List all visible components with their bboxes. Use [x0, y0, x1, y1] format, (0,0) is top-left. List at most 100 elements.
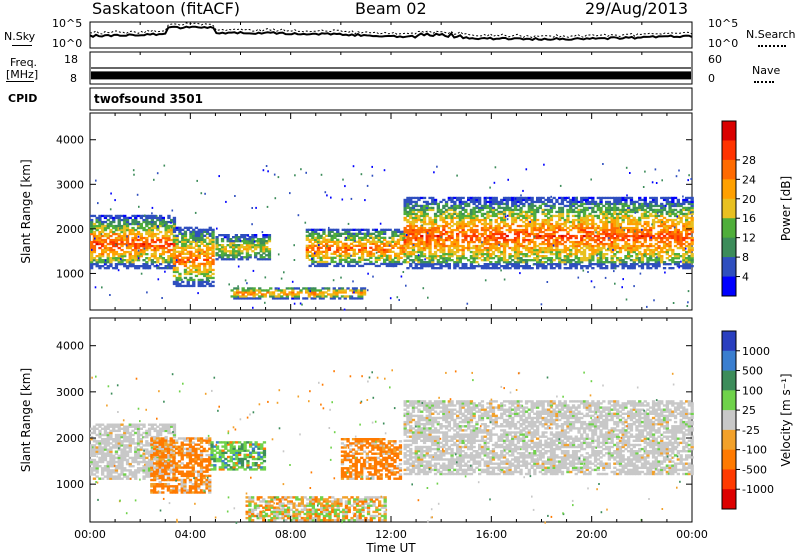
power-cell: [673, 255, 678, 258]
power-cell: [602, 212, 606, 216]
power-cell: [662, 220, 667, 224]
velocity-cell: [125, 444, 130, 447]
power-cell: [593, 250, 598, 254]
power-cell: [640, 261, 645, 264]
power-cell: [385, 262, 389, 266]
velocity-cell: [114, 452, 119, 455]
power-cell: [629, 230, 634, 234]
power-cell: [411, 200, 416, 204]
power-cell: [161, 250, 165, 254]
velocity-cell: [112, 477, 116, 480]
power-cell: [164, 238, 168, 242]
power-cell: [433, 255, 438, 258]
power-cell: [665, 212, 669, 216]
power-speck: [313, 252, 316, 255]
power-cell: [616, 200, 620, 204]
power-cell: [314, 236, 318, 239]
power-cell: [120, 253, 124, 256]
power-cell: [197, 240, 201, 243]
power-cell: [167, 261, 171, 264]
power-cell: [344, 254, 348, 257]
power-cell: [513, 230, 518, 234]
power-cell: [649, 248, 653, 252]
nave-tick-high: 60: [708, 53, 722, 66]
power-cell: [428, 208, 432, 212]
power-cell: [409, 230, 413, 234]
power-cell: [549, 257, 554, 260]
power-cell: [134, 259, 138, 262]
power-speck: [494, 166, 497, 169]
power-cell: [643, 208, 647, 212]
power-cell: [277, 293, 281, 296]
power-cell: [192, 284, 196, 288]
power-cell: [259, 256, 263, 259]
power-cell: [355, 244, 359, 247]
power-cell: [442, 240, 446, 244]
power-cell: [605, 212, 609, 216]
power-cell: [90, 242, 94, 246]
power-cell: [522, 202, 526, 206]
power-cell: [605, 267, 609, 270]
power-cell: [480, 226, 485, 230]
power-cell: [117, 220, 121, 224]
power-cell: [327, 293, 331, 296]
power-cell: [136, 259, 141, 262]
velocity-cell: [117, 460, 121, 464]
power-cell: [591, 226, 595, 230]
power-cell: [624, 240, 628, 244]
power-cell: [616, 202, 620, 206]
power-cell: [638, 236, 642, 240]
power-cell: [646, 210, 650, 214]
power-cell: [638, 265, 642, 268]
power-cell: [673, 257, 678, 260]
power-cell: [109, 250, 113, 254]
power-cell: [262, 250, 266, 253]
power-cell: [676, 261, 680, 264]
power-cell: [585, 196, 589, 200]
velocity-cell: [112, 429, 116, 433]
power-cell: [505, 234, 509, 238]
power-cell: [494, 202, 498, 206]
power-cell: [610, 240, 614, 244]
power-cell: [203, 266, 207, 270]
velocity-cell: [114, 469, 119, 472]
power-cell: [425, 222, 429, 226]
power-cell: [403, 244, 407, 248]
power-cell: [325, 252, 329, 255]
power-cell: [150, 222, 154, 226]
power-cell: [458, 222, 462, 226]
power-cell: [624, 242, 628, 246]
power-cell: [363, 242, 367, 245]
power-cell: [544, 246, 548, 250]
power-cell: [351, 287, 356, 290]
power-cell: [571, 246, 576, 250]
power-speck: [104, 263, 106, 266]
power-cell: [624, 261, 628, 264]
power-cell: [208, 246, 212, 249]
power-cell: [175, 238, 179, 241]
power-cell: [530, 210, 534, 214]
power-cell: [406, 220, 410, 224]
power-cell: [399, 238, 403, 241]
power-cell: [574, 218, 578, 222]
power-cell: [624, 198, 628, 202]
power-cell: [183, 270, 188, 274]
noise-sky-series: [89, 25, 693, 41]
power-cell: [211, 238, 215, 241]
power-cell: [178, 246, 182, 249]
power-cell: [516, 216, 520, 220]
power-cell: [646, 244, 650, 248]
velocity-cell: [123, 467, 127, 470]
power-cell: [134, 216, 138, 220]
power-cell: [153, 226, 157, 230]
power-cell: [491, 238, 496, 242]
power-cell: [203, 262, 207, 266]
power-cell: [502, 240, 507, 244]
power-cell: [690, 218, 694, 222]
power-cell: [142, 248, 146, 252]
power-cell: [629, 255, 634, 258]
power-cell: [330, 238, 334, 241]
power-cell: [237, 250, 241, 253]
power-cell: [513, 246, 518, 250]
power-cell: [580, 240, 584, 244]
